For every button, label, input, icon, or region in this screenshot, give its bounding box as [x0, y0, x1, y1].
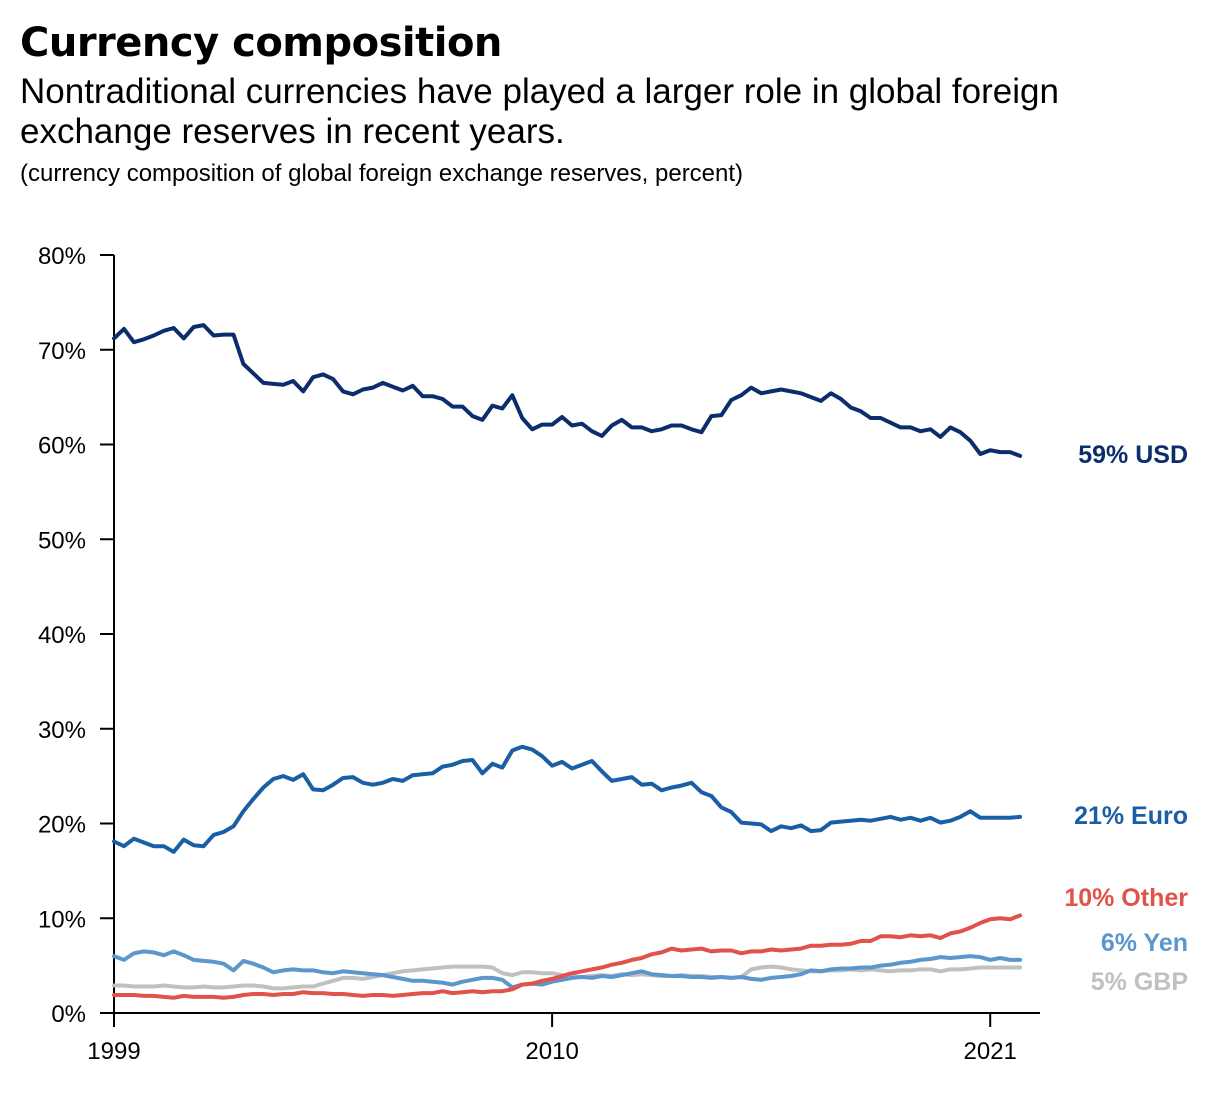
y-tick-label: 40% [38, 622, 86, 649]
x-tick-label: 1999 [87, 1038, 140, 1065]
chart-units-note: (currency composition of global foreign … [20, 160, 744, 187]
x-tick-label: 2010 [525, 1038, 578, 1065]
series-label-other: 10% Other [1064, 884, 1188, 912]
y-tick-label: 70% [38, 338, 86, 365]
chart-subtitle: Nontraditional currencies have played a … [20, 72, 1059, 151]
y-tick-label: 50% [38, 527, 86, 554]
y-tick-label: 80% [38, 243, 86, 270]
series-line-euro [112, 744, 1023, 854]
series-lines [112, 323, 1023, 1000]
series-label-euro: 21% Euro [1074, 802, 1188, 830]
series-line-yen [112, 949, 1023, 990]
series-label-gbp: 5% GBP [1091, 968, 1188, 996]
y-tick-label: 60% [38, 433, 86, 460]
y-tick-label: 20% [38, 812, 86, 839]
series-labels: 59% USD 21% Euro 10% Other 6% Yen 5% GBP [1064, 441, 1188, 996]
x-axis: 1999 2010 2021 [87, 1012, 1040, 1065]
y-tick-label: 0% [51, 1001, 86, 1028]
series-line-other [112, 913, 1023, 1000]
x-tick-label: 2021 [964, 1038, 1017, 1065]
y-axis: 80% 70% 60% 50% 40% 30% 20% 10% 0% [38, 243, 115, 1028]
y-tick-label: 10% [38, 906, 86, 933]
chart-title: Currency composition [20, 20, 502, 66]
series-line-usd [112, 323, 1023, 458]
y-tick-label: 30% [38, 717, 86, 744]
series-label-yen: 6% Yen [1101, 929, 1188, 957]
series-label-usd: 59% USD [1078, 441, 1188, 469]
